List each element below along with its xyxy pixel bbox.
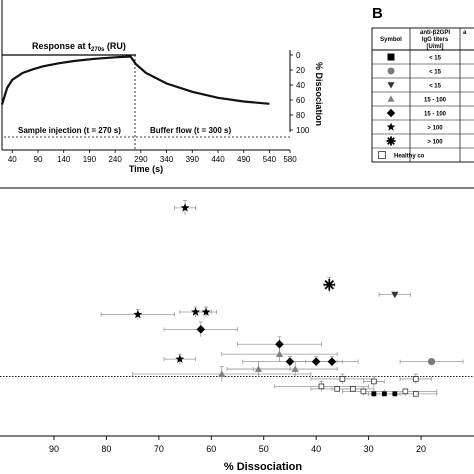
main-x-tick-label: 50 [259,444,269,454]
data-point-star [201,307,211,316]
data-point-triangle-down [391,291,399,299]
inset-sensorgram: Response at t270s (RU) Sample injection … [0,0,324,174]
table-header-extra: a [463,30,467,36]
data-point-star [191,307,200,316]
inset-x-tick-label: 340 [160,155,174,164]
inset-x-tick-label: 190 [83,155,97,164]
data-point-square-open [360,388,367,395]
data-point-circle [427,358,436,366]
table-header-titer-line2: IgG titers [422,37,449,43]
table-row-titer: 15 - 100 [424,112,447,118]
data-point-square-open [371,378,377,385]
data-point-square [381,391,387,397]
main-x-tick-label: 30 [364,444,374,454]
legend-symbol-diamond [386,108,396,118]
inset-right-tick-label: 40 [296,81,305,90]
main-x-tick-label: 90 [49,444,59,454]
data-point-square-open [339,376,346,382]
inset-right-axis-title: % Dissociation [314,62,324,126]
data-point-triangle [254,365,263,372]
main-x-axis-title: % Dissociation [224,461,303,473]
data-point-square-open [413,391,419,397]
table-border [371,27,474,163]
inset-right-ticks: 0 20 40 60 80 100 [290,51,310,135]
inset-x-tick-label: 290 [134,155,148,164]
main-x-tick-label: 60 [206,444,216,454]
table-row-titer: < 15 [429,56,442,62]
data-point-diamond [311,357,321,366]
data-point-square-open [318,383,325,390]
data-point-star [133,309,143,319]
table-row-titer: < 15 [429,84,442,90]
main-x-tick-label: 80 [101,444,111,454]
inset-x-tick-label: 140 [57,155,71,164]
inset-x-axis-title: Time (s) [129,164,163,174]
sample-injection-label: Sample injection (t = 270 s) [18,126,121,135]
main-x-tick-label: 20 [416,444,426,454]
inset-right-tick-label: 100 [296,126,310,135]
inset-x-tick-label: 440 [211,155,225,164]
legend-symbol-square-open [378,151,386,159]
data-point-triangle [275,350,284,358]
table-row-titer: < 15 [429,70,442,76]
data-point-square-open [402,388,409,395]
legend-symbol-asterisk [386,136,396,146]
table-header-titer-line3: [U/ml] [427,44,444,50]
main-x-ticks: 90 80 70 60 50 40 30 20 [49,436,426,454]
inset-right-tick-label: 80 [296,111,305,120]
table-row-titer: 15 - 100 [424,98,447,104]
data-point-square-open [350,386,356,392]
data-point-star [175,354,185,363]
data-markers [133,203,436,397]
inset-right-tick-label: 20 [296,66,305,75]
table-header-symbol: Symbol [380,37,402,43]
legend-symbol-square [387,53,395,61]
data-point-square [392,391,398,397]
data-point-diamond [327,357,337,366]
inset-x-tick-label: 490 [237,155,251,164]
error-bars [100,199,464,397]
inset-x-tick-label: 390 [186,155,200,164]
legend-symbol-triangle [387,95,395,102]
main-x-tick-label: 40 [311,444,321,454]
sensorgram-curve [0,55,270,105]
inset-x-tick-label: 540 [263,155,277,164]
response-annotation: Response at t270s (RU) [32,41,126,53]
data-point-triangle [291,365,299,372]
table-header-titer: anti-β2GPI [420,30,450,36]
data-point-asterisk [323,278,336,291]
main-x-tick-label: 70 [154,444,164,454]
legend-symbol-circle [387,67,395,75]
data-point-square-open [413,376,419,382]
table-row-titer: > 100 [427,140,443,146]
data-point-square-open [334,386,340,392]
inset-x-tick-label: 40 [8,155,17,164]
panel-b-label: B [372,5,383,22]
inset-x-tick-label: 580 [283,155,297,164]
inset-x-tick-label: 90 [34,155,43,164]
data-point-diamond [196,325,206,334]
inset-x-ticks: 40 90 140 190 240 290 340 390 440 490 540 580 [8,150,297,164]
data-point-diamond [275,339,284,349]
buffer-flow-label: Buffer flow (t = 300 s) [150,126,231,135]
main-scatter: 90 80 70 60 50 40 30 20 % Dissociation [0,187,474,473]
table-row-titer: Healthy co [394,154,425,160]
inset-x-tick-label: 240 [108,155,122,164]
data-point-square [371,391,377,397]
legend-symbol-star [386,122,396,131]
inset-right-tick-label: 0 [296,51,301,60]
table-row-titer: > 100 [427,126,443,132]
data-point-diamond [285,357,295,366]
inset-right-tick-label: 60 [296,96,305,105]
data-point-triangle [218,370,226,377]
data-point-star [180,203,190,212]
legend-symbol-triangle-down [387,82,395,89]
